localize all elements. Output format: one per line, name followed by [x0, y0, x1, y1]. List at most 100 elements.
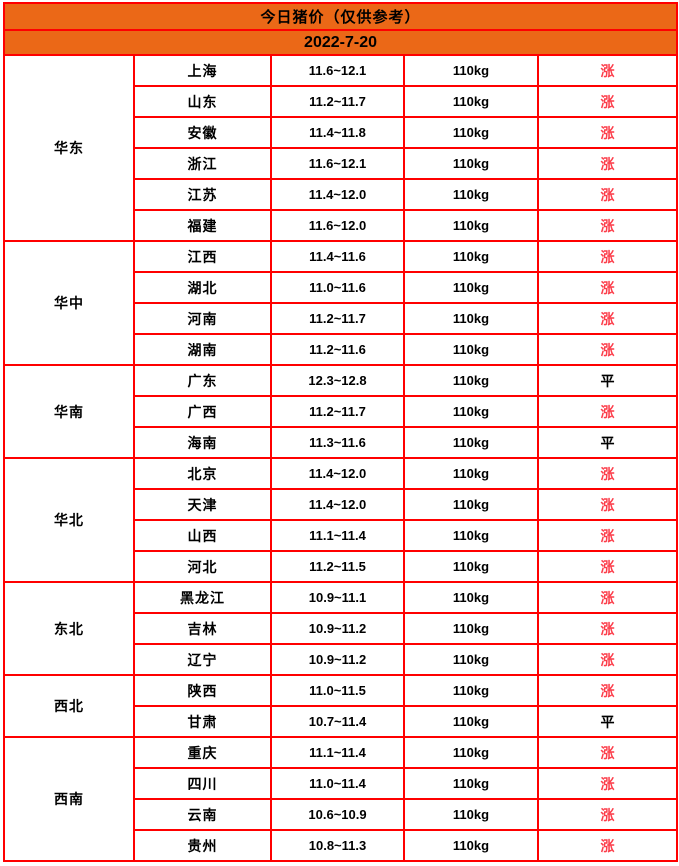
weight-cell: 110kg — [403, 519, 539, 552]
price-cell: 11.1~11.4 — [270, 736, 405, 769]
weight-cell: 110kg — [403, 395, 539, 428]
province-cell: 河北 — [133, 550, 272, 583]
table-row: 西北 陕西 11.0~11.5 110kg 涨 — [3, 674, 679, 738]
trend-cell: 涨 — [536, 54, 679, 87]
table-row: 甘肃 10.7~11.4 110kg 平 — [4, 705, 679, 738]
price-cell: 11.2~11.7 — [270, 302, 405, 335]
province-cell: 安徽 — [133, 116, 272, 149]
trend-cell: 涨 — [536, 643, 679, 676]
weight-cell: 110kg — [403, 457, 539, 490]
table-date: 2022-7-20 — [2, 29, 679, 56]
trend-cell: 涨 — [536, 798, 679, 831]
trend-cell: 涨 — [536, 550, 679, 583]
trend-cell: 涨 — [536, 271, 679, 304]
trend-cell: 涨 — [536, 488, 679, 521]
price-cell: 11.2~11.7 — [270, 395, 405, 428]
table-header: 今日猪价（仅供参考） 2022-7-20 — [2, 2, 679, 56]
price-cell: 10.8~11.3 — [270, 829, 405, 862]
price-cell: 11.3~11.6 — [270, 426, 405, 459]
weight-cell: 110kg — [403, 488, 539, 521]
region-cell: 华南 — [3, 364, 135, 459]
price-cell: 11.2~11.7 — [270, 85, 405, 118]
weight-cell: 110kg — [403, 798, 539, 831]
trend-cell: 涨 — [536, 240, 679, 273]
price-cell: 11.6~12.1 — [270, 147, 405, 180]
trend-cell: 涨 — [536, 116, 679, 149]
price-cell: 12.3~12.8 — [270, 364, 405, 397]
price-cell: 10.7~11.4 — [270, 705, 405, 738]
trend-cell: 涨 — [536, 612, 679, 645]
province-cell: 吉林 — [133, 612, 272, 645]
price-cell: 11.0~11.6 — [270, 271, 405, 304]
table-row: 天津 11.4~12.0 110kg 涨 — [4, 488, 679, 521]
trend-cell: 平 — [536, 705, 679, 738]
weight-cell: 110kg — [403, 612, 539, 645]
trend-cell: 涨 — [536, 736, 679, 769]
region-cell: 华中 — [3, 240, 135, 366]
trend-cell: 涨 — [536, 457, 679, 490]
price-table-body: 华东 上海 11.6~12.1 110kg 涨山东 11.2~11.7 110kg 涨安徽 11… — [3, 54, 679, 862]
price-cell: 11.4~11.6 — [270, 240, 405, 273]
table-row: 华北 北京 11.4~12.0 110kg 涨 — [3, 457, 679, 583]
table-row: 东北 黑龙江 10.9~11.1 110kg 涨 — [3, 581, 679, 676]
trend-cell: 平 — [536, 426, 679, 459]
province-cell: 山西 — [133, 519, 272, 552]
price-cell: 11.6~12.0 — [270, 209, 405, 242]
weight-cell: 110kg — [403, 674, 539, 707]
table-row: 山西 11.1~11.4 110kg 涨 — [4, 519, 679, 552]
province-cell: 海南 — [133, 426, 272, 459]
table-row: 华中 江西 11.4~11.6 110kg 涨 — [3, 240, 679, 366]
province-cell: 重庆 — [133, 736, 272, 769]
table-row: 河南 11.2~11.7 110kg 涨 — [4, 302, 679, 335]
province-cell: 黑龙江 — [133, 581, 272, 614]
province-cell: 江苏 — [133, 178, 272, 211]
weight-cell: 110kg — [403, 85, 539, 118]
price-cell: 10.9~11.2 — [270, 612, 405, 645]
province-cell: 辽宁 — [133, 643, 272, 676]
table-row: 贵州 10.8~11.3 110kg 涨 — [4, 829, 679, 862]
province-cell: 河南 — [133, 302, 272, 335]
price-cell: 11.0~11.4 — [270, 767, 405, 800]
weight-cell: 110kg — [403, 302, 539, 335]
table-row: 华东 上海 11.6~12.1 110kg 涨 — [3, 54, 679, 242]
price-cell: 10.9~11.2 — [270, 643, 405, 676]
trend-cell: 涨 — [536, 829, 679, 862]
weight-cell: 110kg — [403, 426, 539, 459]
price-cell: 10.6~10.9 — [270, 798, 405, 831]
table-row: 湖北 11.0~11.6 110kg 涨 — [4, 271, 679, 304]
table-row: 华南 广东 12.3~12.8 110kg 平 — [3, 364, 679, 459]
trend-cell: 涨 — [536, 767, 679, 800]
weight-cell: 110kg — [403, 581, 539, 614]
province-cell: 广东 — [133, 364, 272, 397]
trend-cell: 涨 — [536, 581, 679, 614]
price-cell: 11.4~12.0 — [270, 178, 405, 211]
province-cell: 甘肃 — [133, 705, 272, 738]
weight-cell: 110kg — [403, 767, 539, 800]
weight-cell: 110kg — [403, 271, 539, 304]
province-cell: 天津 — [133, 488, 272, 521]
table-row: 湖南 11.2~11.6 110kg 涨 — [4, 333, 679, 366]
weight-cell: 110kg — [403, 116, 539, 149]
price-cell: 11.2~11.6 — [270, 333, 405, 366]
province-cell: 四川 — [133, 767, 272, 800]
province-cell: 广西 — [133, 395, 272, 428]
table-row: 西南 重庆 11.1~11.4 110kg 涨 — [3, 736, 679, 862]
province-cell: 云南 — [133, 798, 272, 831]
table-row: 广西 11.2~11.7 110kg 涨 — [4, 395, 679, 428]
trend-cell: 涨 — [536, 147, 679, 180]
price-cell: 10.9~11.1 — [270, 581, 405, 614]
province-cell: 陕西 — [133, 674, 272, 707]
province-cell: 山东 — [133, 85, 272, 118]
price-cell: 11.4~12.0 — [270, 488, 405, 521]
region-cell: 华北 — [3, 457, 135, 583]
trend-cell: 涨 — [536, 302, 679, 335]
trend-cell: 涨 — [536, 85, 679, 118]
province-cell: 贵州 — [133, 829, 272, 862]
table-row: 四川 11.0~11.4 110kg 涨 — [4, 767, 679, 800]
weight-cell: 110kg — [403, 736, 539, 769]
weight-cell: 110kg — [403, 209, 539, 242]
table-row: 云南 10.6~10.9 110kg 涨 — [4, 798, 679, 831]
table-row: 辽宁 10.9~11.2 110kg 涨 — [4, 643, 679, 676]
